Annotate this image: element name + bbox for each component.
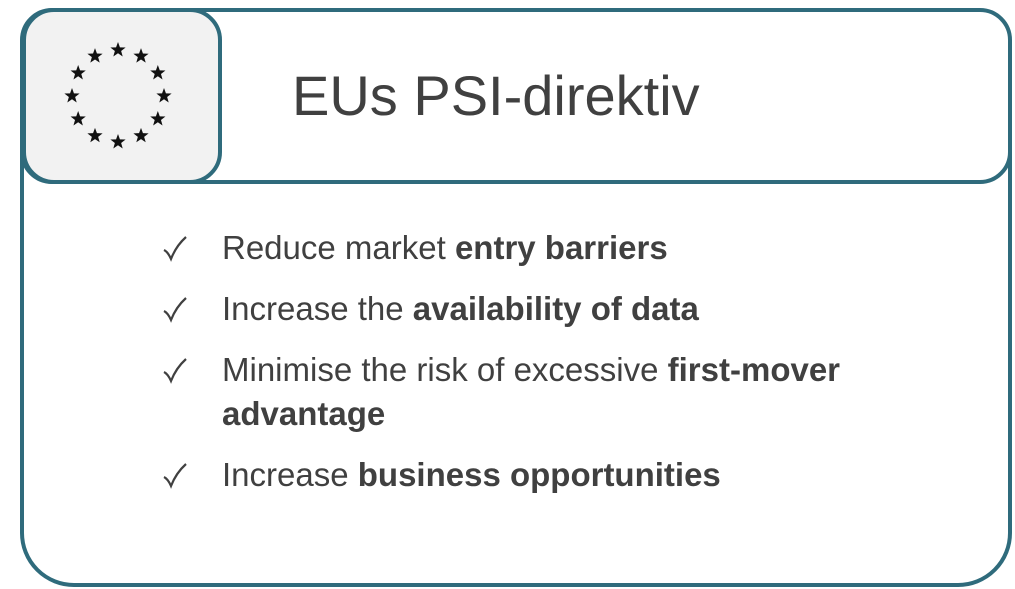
star: [87, 48, 103, 63]
star: [70, 65, 86, 80]
star: [110, 134, 126, 149]
star: [110, 42, 126, 57]
text: Minimise the risk of excessive: [222, 351, 668, 388]
eu-stars: [64, 42, 172, 149]
text: Reduce market: [222, 229, 455, 266]
star: [150, 65, 166, 80]
star: [156, 88, 172, 103]
check-icon: [163, 463, 187, 489]
check: [163, 358, 187, 384]
flag-box: [22, 8, 222, 184]
bullet-text: Minimise the risk of excessive first-mov…: [222, 348, 932, 436]
text: Increase: [222, 456, 358, 493]
star: [133, 48, 149, 63]
bold-text: business opportunities: [357, 456, 721, 493]
bold-text: availability of data: [412, 290, 699, 327]
bullet: Reduce market entry barriers: [160, 226, 940, 270]
title: EUs PSI-direktiv: [292, 64, 700, 127]
star: [133, 127, 149, 143]
check: [163, 297, 187, 323]
bullet-text: Increase the availability of data: [222, 287, 932, 331]
star: [150, 111, 166, 126]
check-icon: [163, 236, 187, 262]
check: [163, 463, 187, 489]
check: [163, 236, 187, 262]
bullet-text: Increase business opportunities: [222, 453, 932, 497]
star: [64, 88, 80, 103]
check-icon: [163, 297, 187, 323]
bold-text: first-mover advantage: [222, 351, 850, 432]
check-icon: [163, 358, 187, 384]
bullet: Increase business opportunities: [160, 453, 940, 497]
bullet-list: Reduce market entry barriers Increase the…: [160, 226, 940, 514]
bullet: Minimise the risk of excessive first-mov…: [160, 348, 940, 436]
bullet: Increase the availability of data: [160, 287, 940, 331]
text: Increase the: [222, 290, 413, 327]
bullet-text: Reduce market entry barriers: [222, 226, 932, 270]
star: [87, 127, 103, 143]
bold-text: entry barriers: [454, 229, 668, 266]
star: [70, 111, 86, 126]
